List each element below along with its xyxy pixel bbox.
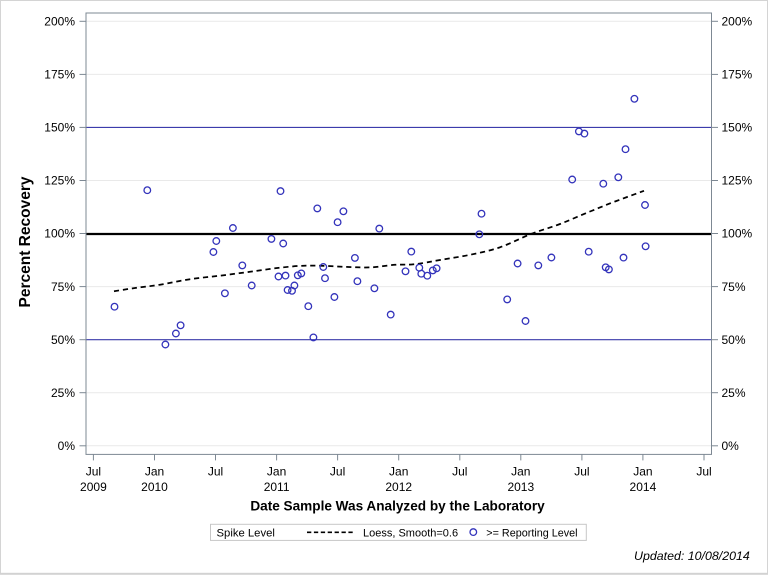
svg-text:Jan: Jan bbox=[267, 465, 286, 479]
svg-text:25%: 25% bbox=[51, 386, 75, 400]
svg-text:Jan: Jan bbox=[389, 465, 408, 479]
svg-text:125%: 125% bbox=[722, 174, 753, 188]
svg-text:Updated: 10/08/2014: Updated: 10/08/2014 bbox=[634, 549, 750, 563]
svg-text:Jan: Jan bbox=[145, 465, 164, 479]
svg-text:100%: 100% bbox=[44, 227, 75, 241]
svg-text:2009: 2009 bbox=[80, 480, 107, 494]
svg-text:2012: 2012 bbox=[385, 480, 412, 494]
svg-text:150%: 150% bbox=[44, 121, 75, 135]
svg-text:Jan: Jan bbox=[633, 465, 652, 479]
svg-text:Spike Level: Spike Level bbox=[217, 527, 275, 539]
svg-text:175%: 175% bbox=[722, 68, 753, 82]
svg-text:200%: 200% bbox=[722, 15, 753, 29]
svg-text:Jul: Jul bbox=[208, 465, 223, 479]
svg-text:Jul: Jul bbox=[86, 465, 101, 479]
svg-text:50%: 50% bbox=[51, 333, 75, 347]
svg-text:125%: 125% bbox=[44, 174, 75, 188]
svg-text:Jan: Jan bbox=[511, 465, 530, 479]
svg-text:200%: 200% bbox=[44, 15, 75, 29]
svg-text:50%: 50% bbox=[722, 333, 746, 347]
svg-text:75%: 75% bbox=[722, 280, 746, 294]
svg-text:>= Reporting Level: >= Reporting Level bbox=[486, 527, 577, 539]
svg-text:Jul: Jul bbox=[696, 465, 711, 479]
svg-text:25%: 25% bbox=[722, 386, 746, 400]
svg-text:Jul: Jul bbox=[574, 465, 589, 479]
svg-text:2010: 2010 bbox=[141, 480, 168, 494]
svg-text:Jul: Jul bbox=[330, 465, 345, 479]
svg-text:Loess, Smooth=0.6: Loess, Smooth=0.6 bbox=[363, 527, 458, 539]
svg-text:150%: 150% bbox=[722, 121, 753, 135]
svg-text:2014: 2014 bbox=[630, 480, 657, 494]
svg-text:75%: 75% bbox=[51, 280, 75, 294]
svg-text:100%: 100% bbox=[722, 227, 753, 241]
svg-text:2013: 2013 bbox=[507, 480, 534, 494]
svg-text:Date Sample Was Analyzed by th: Date Sample Was Analyzed by the Laborato… bbox=[250, 498, 545, 513]
svg-text:0%: 0% bbox=[58, 439, 76, 453]
svg-text:Jul: Jul bbox=[452, 465, 467, 479]
svg-text:175%: 175% bbox=[44, 68, 75, 82]
svg-text:Percent Recovery: Percent Recovery bbox=[17, 176, 34, 307]
svg-text:0%: 0% bbox=[722, 439, 740, 453]
svg-text:2011: 2011 bbox=[264, 480, 290, 494]
